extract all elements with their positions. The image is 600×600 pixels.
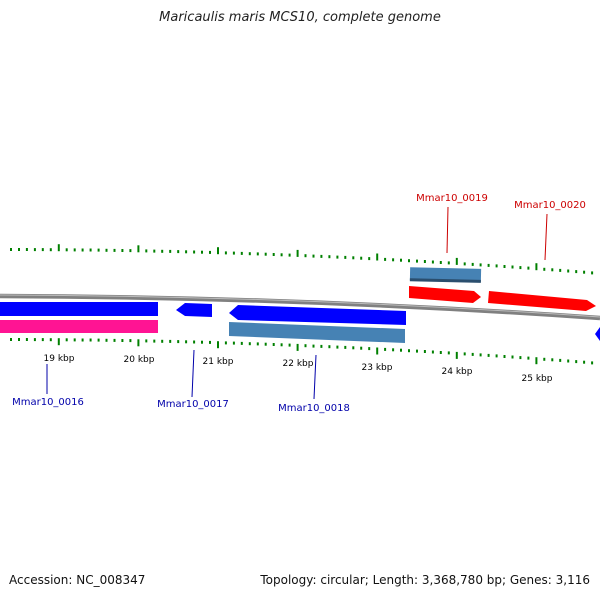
reverse-rna-feature xyxy=(0,320,158,333)
kbp-label: 23 kbp xyxy=(362,363,393,373)
genome-backbone xyxy=(0,293,600,321)
gene-arrow-mmar10-0016[interactable] xyxy=(0,302,158,316)
gene-label-mmar10-0017[interactable]: Mmar10_0017 xyxy=(157,399,229,410)
accession-text: Accession: NC_008347 xyxy=(9,573,146,587)
gene-arrow-mmar10-0018[interactable] xyxy=(229,305,406,325)
kbp-label: 19 kbp xyxy=(44,354,75,364)
map-title: Maricaulis maris MCS10, complete genome xyxy=(159,10,441,25)
gene-label-mmar10-0016[interactable]: Mmar10_0016 xyxy=(12,397,84,408)
gene-arrow-offscreen[interactable] xyxy=(595,327,600,341)
kbp-label: 21 kbp xyxy=(203,357,234,367)
gene-label-mmar10-0018[interactable]: Mmar10_0018 xyxy=(278,403,350,414)
gene-leader-line xyxy=(446,206,449,254)
lower-tick-row xyxy=(10,338,594,365)
forward-rna-feature xyxy=(409,267,482,282)
gene-arrow-mmar10-0020[interactable] xyxy=(488,291,596,311)
gene-arrow-mmar10-0017[interactable] xyxy=(176,303,212,317)
kbp-label: 20 kbp xyxy=(124,355,155,365)
genome-backbone-highlight xyxy=(0,294,600,318)
kbp-label: 24 kbp xyxy=(442,367,473,377)
genome-summary-text: Topology: circular; Length: 3,368,780 bp… xyxy=(260,573,590,587)
reverse-rna-feature-2 xyxy=(229,322,405,343)
kbp-label: 22 kbp xyxy=(283,359,314,369)
gene-leader-line xyxy=(544,213,548,261)
gene-leader-line xyxy=(191,349,195,398)
kbp-label: 25 kbp xyxy=(522,374,553,384)
gene-arrow-mmar10-0019[interactable] xyxy=(409,286,481,303)
gene-label-mmar10-0019[interactable]: Mmar10_0019 xyxy=(416,193,488,204)
upper-tick-row xyxy=(10,244,594,275)
gene-leader-line xyxy=(313,354,317,400)
forward-rna-feature-shade xyxy=(409,278,481,283)
gene-label-mmar10-0020[interactable]: Mmar10_0020 xyxy=(514,200,586,211)
